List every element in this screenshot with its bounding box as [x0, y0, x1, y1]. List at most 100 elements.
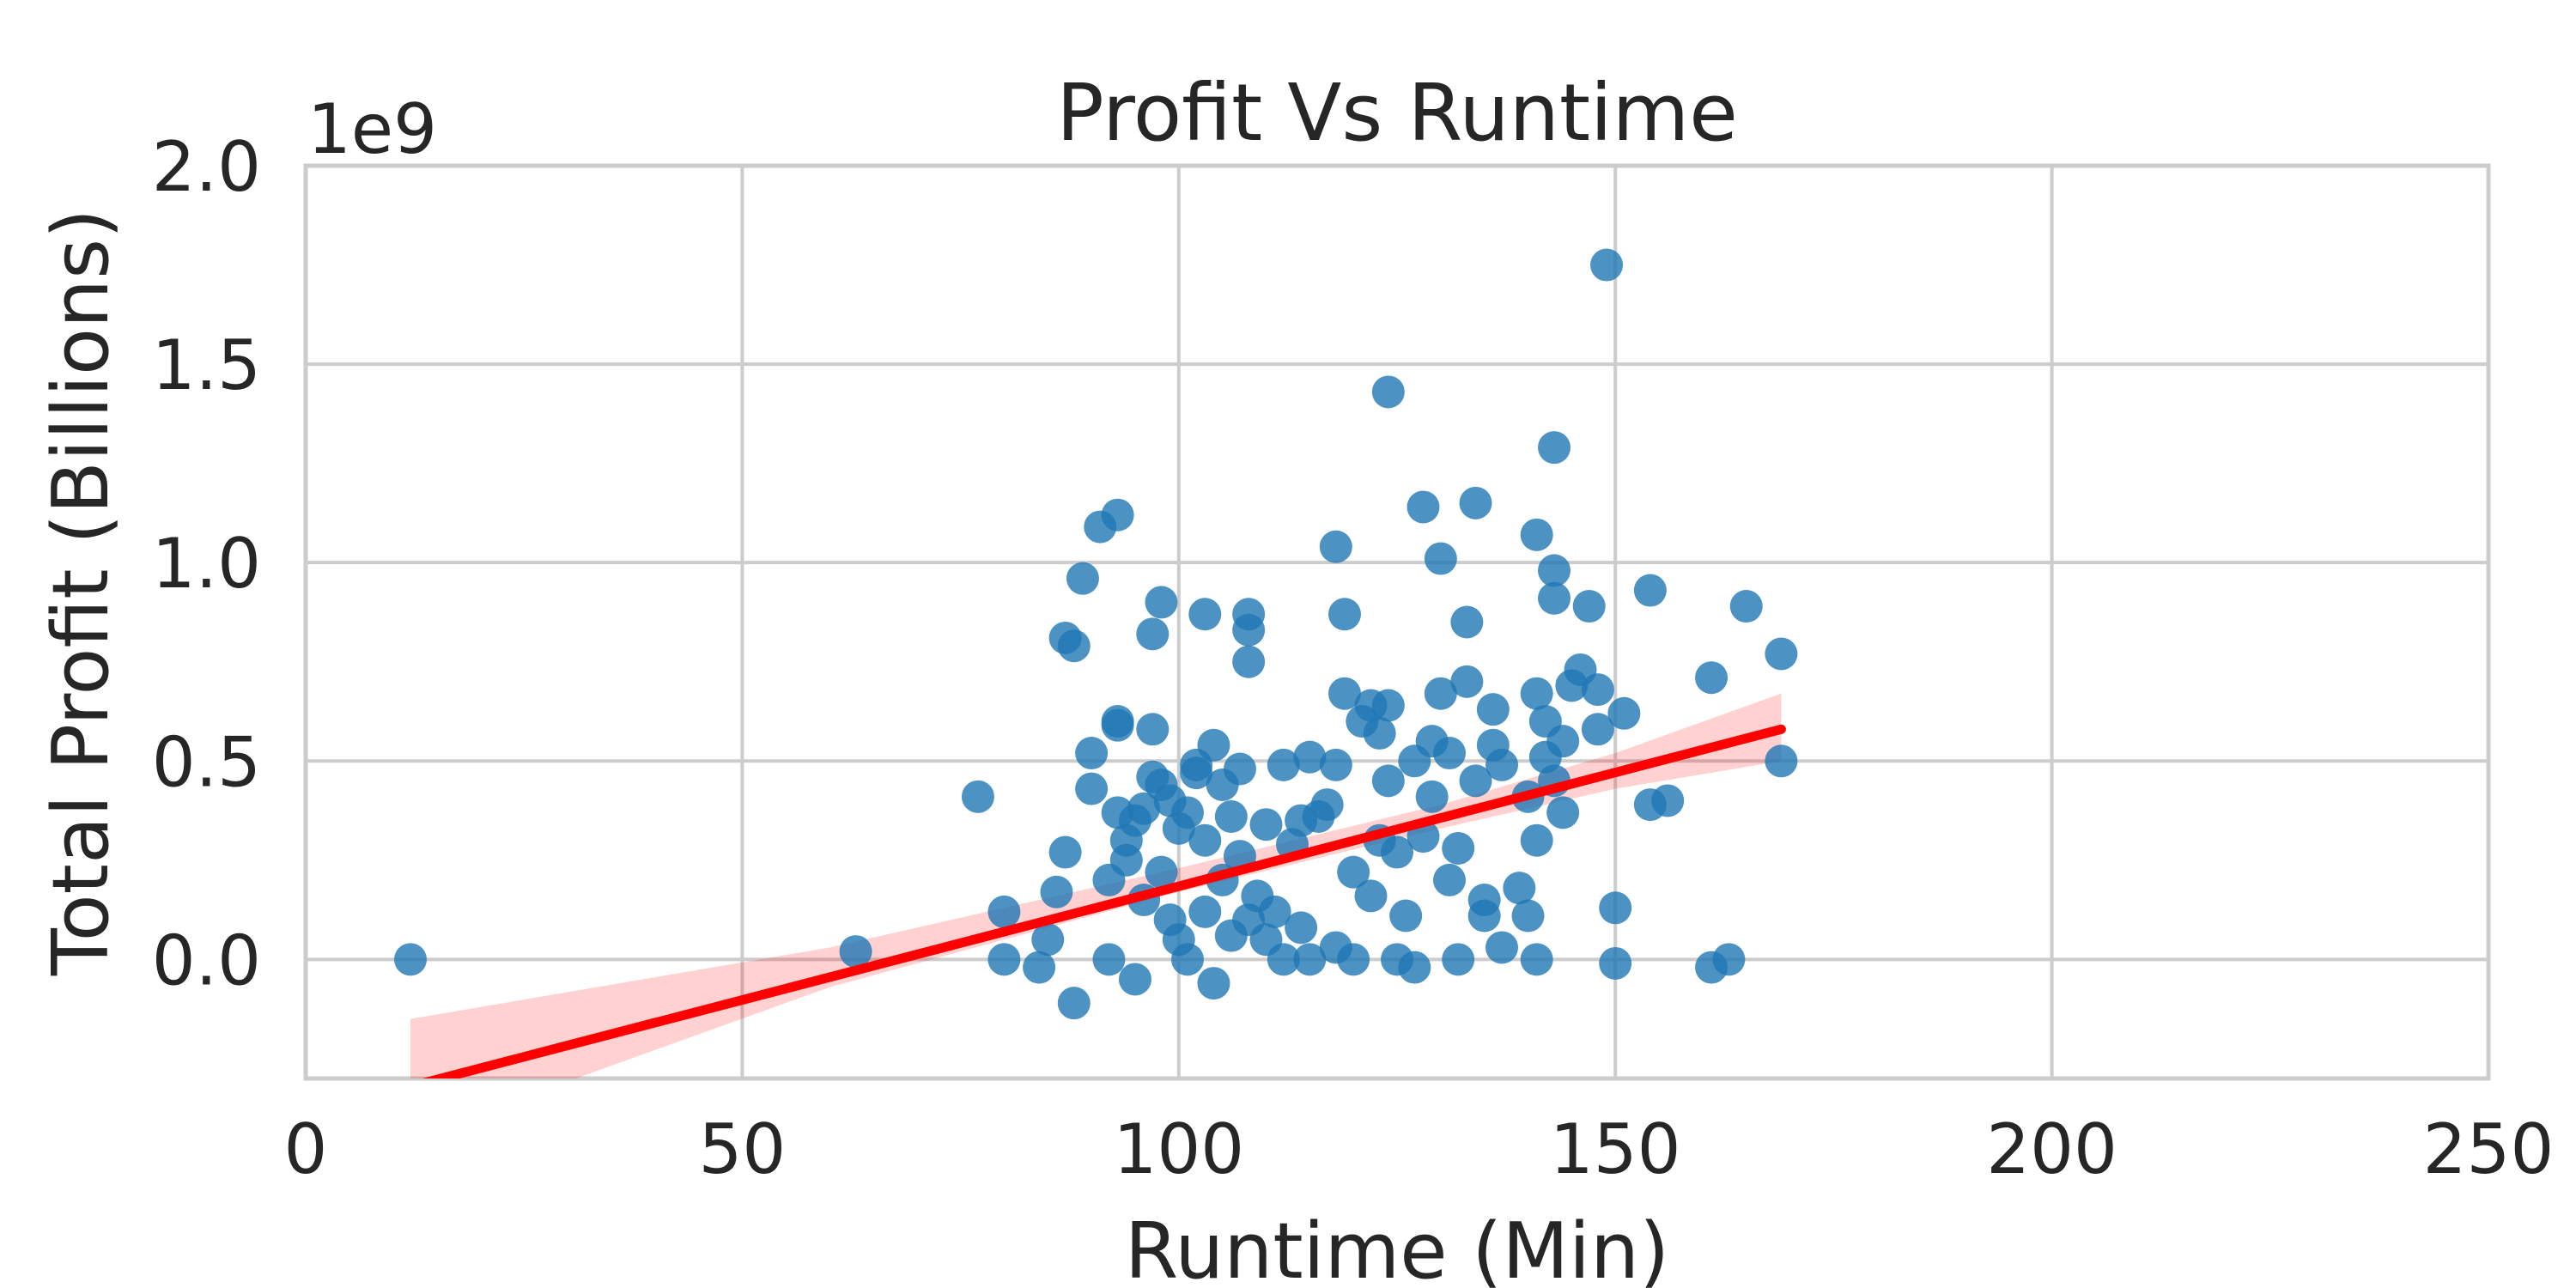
data-point [1590, 248, 1624, 282]
data-point [839, 935, 872, 969]
data-point [1572, 590, 1606, 623]
data-point [1503, 872, 1536, 905]
data-point [1170, 796, 1204, 829]
chart-title: Profit Vs Runtime [1056, 67, 1738, 159]
data-point [1389, 899, 1423, 933]
data-point [1581, 713, 1614, 746]
data-point [1285, 911, 1318, 945]
data-point [1485, 931, 1519, 964]
x-tick-label: 250 [2423, 1109, 2555, 1189]
x-tick-label: 200 [1986, 1109, 2117, 1189]
data-point [1433, 737, 1467, 770]
y-tick-label: 0.0 [152, 920, 261, 1000]
y-tick-label: 1.0 [152, 524, 261, 604]
x-tick-labels: 0 50 100 150 200 250 [284, 1109, 2555, 1189]
data-point [1424, 542, 1457, 575]
data-point [1136, 617, 1170, 651]
data-point [1214, 799, 1248, 833]
data-point [1633, 574, 1667, 607]
data-point [1267, 748, 1300, 781]
data-point [1459, 764, 1492, 798]
data-point [1520, 823, 1553, 857]
plot-frame [303, 163, 2491, 1081]
data-point [1381, 835, 1413, 869]
data-point [1520, 518, 1553, 551]
data-point [1546, 796, 1580, 829]
data-point [1371, 689, 1405, 722]
regression-line [422, 724, 1786, 1078]
data-point [1319, 748, 1352, 781]
data-point [1327, 598, 1361, 631]
data-point [1223, 752, 1256, 786]
data-point [394, 943, 428, 976]
y-tick-labels: 0.0 0.5 1.0 1.5 2.0 [152, 127, 261, 1000]
data-point [1188, 823, 1222, 857]
data-point [1293, 740, 1327, 774]
data-point [1319, 530, 1352, 563]
data-point [987, 895, 1021, 928]
data-point [1607, 696, 1641, 730]
data-point [1581, 673, 1614, 707]
y-axis-offset-label: 1e9 [307, 89, 437, 169]
data-point [1406, 490, 1440, 524]
data-point [1599, 946, 1632, 980]
data-point [1433, 863, 1467, 896]
data-point [1476, 693, 1510, 726]
data-point [1363, 716, 1396, 750]
data-point [1538, 581, 1571, 615]
data-point [1188, 895, 1222, 928]
data-point [1415, 780, 1449, 813]
y-tick-label: 1.5 [152, 325, 261, 405]
data-point [1197, 728, 1230, 762]
data-point [1057, 629, 1091, 663]
data-point [1118, 963, 1151, 996]
data-point [1031, 923, 1065, 957]
y-axis-label: Total Profit (Billions) [36, 209, 126, 976]
data-point [1066, 562, 1099, 595]
data-point [1267, 943, 1300, 976]
data-point [1695, 661, 1728, 695]
data-point [1258, 895, 1291, 928]
data-point [1599, 891, 1632, 925]
confidence-band [410, 693, 1782, 1078]
data-point [1101, 705, 1134, 738]
data-point [1450, 665, 1484, 698]
confidence-band-layer [410, 693, 1782, 1078]
data-point [1092, 943, 1126, 976]
x-tick-label: 50 [699, 1109, 787, 1189]
data-point [1651, 784, 1685, 817]
data-point [1371, 764, 1405, 798]
data-point [1729, 590, 1763, 623]
data-point [1075, 737, 1109, 770]
data-point [1520, 943, 1553, 976]
data-point [1170, 943, 1204, 976]
data-point [1145, 855, 1178, 889]
y-tick-label: 0.5 [152, 722, 261, 802]
points-layer [394, 248, 1798, 1020]
x-tick-label: 150 [1550, 1109, 1681, 1189]
data-point [1442, 943, 1475, 976]
data-point [1249, 808, 1283, 841]
data-point [1424, 677, 1457, 710]
data-point [1450, 605, 1484, 639]
data-point [1538, 431, 1571, 465]
data-point [1293, 943, 1327, 976]
data-point [1048, 835, 1082, 869]
data-point [961, 780, 994, 813]
data-point [1546, 725, 1580, 758]
x-tick-label: 100 [1113, 1109, 1244, 1189]
x-tick-label: 0 [284, 1109, 328, 1189]
data-point [1538, 554, 1571, 587]
data-point [1765, 637, 1798, 671]
data-point [1371, 375, 1405, 409]
data-point [1127, 792, 1161, 825]
data-point [1337, 943, 1370, 976]
data-point [1188, 598, 1222, 631]
data-point [1101, 498, 1134, 532]
data-point [1197, 967, 1230, 1000]
data-point [1023, 951, 1056, 984]
data-point [1354, 879, 1388, 913]
data-point [1232, 645, 1266, 678]
